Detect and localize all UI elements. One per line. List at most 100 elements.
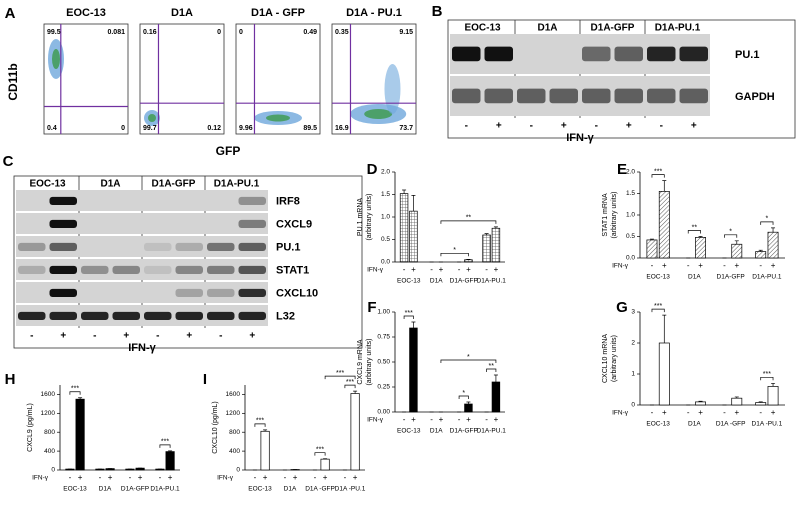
error-bar <box>402 189 407 194</box>
x-tick-label: - <box>687 408 690 417</box>
x-axis-title: IFN-γ <box>612 410 629 417</box>
bar <box>491 381 501 413</box>
bar <box>767 386 779 406</box>
quadrant-value: 0.35 <box>335 29 349 36</box>
group-label: D1A <box>688 274 701 281</box>
significance-label: * <box>453 247 456 254</box>
x-axis-title: IFN-γ <box>612 263 629 270</box>
bar <box>464 259 473 263</box>
blot-strip <box>16 305 268 326</box>
band <box>647 88 676 104</box>
group-label: D1A-PU.1 <box>477 428 507 435</box>
error-bar <box>466 401 471 404</box>
band <box>144 265 172 274</box>
panel-label: A <box>5 5 16 22</box>
plot-title: D1A <box>171 7 193 19</box>
error-bar <box>353 390 358 394</box>
quadrant-value: 99.5 <box>47 29 61 36</box>
x-tick-label: + <box>353 473 358 482</box>
panel-label: D <box>367 161 378 178</box>
band <box>452 46 481 62</box>
panel-label: B <box>432 3 443 20</box>
lane-sign: + <box>691 121 697 132</box>
y-tick-label: 2.0 <box>381 169 390 176</box>
y-axis-title: STAT1 mRNA <box>602 193 609 237</box>
group-label: D1A <box>430 428 443 435</box>
x-axis-title: IFN-γ <box>217 475 234 482</box>
significance-bracket <box>403 315 414 319</box>
lane-sign: + <box>60 331 66 342</box>
group-label: D1A-GFP <box>450 428 478 435</box>
significance-bracket <box>724 234 738 238</box>
significance-bracket <box>486 368 497 372</box>
plot-title: D1A - GFP <box>251 7 305 19</box>
band <box>207 265 235 274</box>
bar <box>658 191 670 259</box>
x-tick-label: - <box>344 473 347 482</box>
x-tick-label: - <box>485 265 488 274</box>
error-bar <box>649 238 654 240</box>
group-label: EOC-13 <box>646 274 670 281</box>
x-tick-label: - <box>651 261 654 270</box>
lane-sign: + <box>496 121 502 132</box>
bar <box>320 458 330 471</box>
band <box>207 311 235 320</box>
row-label: PU.1 <box>735 49 759 61</box>
cell-cloud-core <box>364 109 393 119</box>
quadrant-value: 9.15 <box>399 29 413 36</box>
significance-label: *** <box>346 379 354 386</box>
blot-strip <box>16 190 268 211</box>
y-axis-title: CD11b <box>6 63 20 100</box>
lane-sign: - <box>530 121 533 132</box>
band <box>175 311 203 320</box>
y-tick-label: 1600 <box>41 391 56 398</box>
error-bar <box>662 314 667 343</box>
bar <box>165 451 175 471</box>
y-tick-label: 800 <box>229 429 240 436</box>
bar <box>755 251 767 259</box>
x-tick-label: - <box>403 265 406 274</box>
x-tick-label: + <box>734 261 739 270</box>
band <box>175 242 203 251</box>
y-tick-label: 400 <box>229 448 240 455</box>
x-tick-label: - <box>687 261 690 270</box>
significance-bracket <box>440 359 497 363</box>
significance-label: * <box>766 216 769 223</box>
error-bar <box>493 226 498 229</box>
x-tick-label: + <box>439 415 444 424</box>
band <box>81 311 109 320</box>
group-label: D1A-GFP <box>717 274 745 281</box>
row-label: STAT1 <box>276 264 309 276</box>
x-axis-title: IFN-γ <box>367 267 384 274</box>
error-bar <box>263 429 268 432</box>
cell-cloud-core <box>266 114 290 122</box>
blot-strip <box>16 236 268 257</box>
quadrant-value: 0 <box>239 29 243 36</box>
row-label: GAPDH <box>735 91 775 103</box>
y-tick-label: 1.0 <box>626 212 635 219</box>
y-tick-label: 2 <box>631 340 635 347</box>
error-bar <box>662 180 667 192</box>
y-tick-label: 0.5 <box>381 236 390 243</box>
y-tick-label: 0 <box>51 467 55 474</box>
y-axis-title: (arbitrary units) <box>611 191 618 238</box>
significance-bracket <box>687 230 701 234</box>
error-bar <box>411 321 416 328</box>
y-axis-title: PU.1 mRNA <box>357 198 364 236</box>
x-tick-label: - <box>458 265 461 274</box>
group-label: D1A-GFP <box>121 486 149 493</box>
x-tick-label: + <box>662 408 667 417</box>
lane-sign: - <box>465 121 468 132</box>
lane-sign: - <box>156 331 159 342</box>
quadrant-value: 9.96 <box>239 125 253 132</box>
lane-sign: - <box>219 331 222 342</box>
treatment: IFN-γ <box>566 132 594 144</box>
x-tick-label: - <box>403 415 406 424</box>
lane-sign: - <box>660 121 663 132</box>
y-tick-label: 1 <box>631 371 635 378</box>
group-label: EOC-13 <box>397 278 421 285</box>
band <box>144 311 172 320</box>
significance-bracket <box>324 375 356 380</box>
panel-label: C <box>3 153 14 170</box>
